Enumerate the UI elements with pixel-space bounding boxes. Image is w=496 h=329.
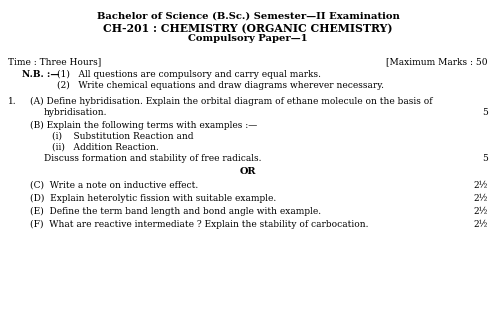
Text: (F)  What are reactive intermediate ? Explain the stability of carbocation.: (F) What are reactive intermediate ? Exp… [30,220,369,229]
Text: Discuss formation and stability of free radicals.: Discuss formation and stability of free … [44,154,261,163]
Text: (E)  Define the term band length and bond angle with example.: (E) Define the term band length and bond… [30,207,321,216]
Text: (B) Explain the following terms with examples :—: (B) Explain the following terms with exa… [30,121,257,130]
Text: (i)    Substitution Reaction and: (i) Substitution Reaction and [52,132,193,141]
Text: 2½: 2½ [474,194,488,203]
Text: hybridisation.: hybridisation. [44,108,108,117]
Text: N.B. :—: N.B. :— [22,70,60,79]
Text: (D)  Explain heterolytic fission with suitable example.: (D) Explain heterolytic fission with sui… [30,194,276,203]
Text: (ii)   Addition Reaction.: (ii) Addition Reaction. [52,143,159,152]
Text: (1)   All questions are compulsory and carry equal marks.: (1) All questions are compulsory and car… [57,70,321,79]
Text: CH-201 : CHEMISTRY (ORGANIC CHEMISTRY): CH-201 : CHEMISTRY (ORGANIC CHEMISTRY) [103,23,393,34]
Text: Compulsory Paper—1: Compulsory Paper—1 [188,34,308,43]
Text: 2½: 2½ [474,207,488,216]
Text: 2½: 2½ [474,220,488,229]
Text: 2½: 2½ [474,181,488,190]
Text: (A) Define hybridisation. Explain the orbital diagram of ethane molecule on the : (A) Define hybridisation. Explain the or… [30,97,433,106]
Text: 5: 5 [482,108,488,117]
Text: [Maximum Marks : 50: [Maximum Marks : 50 [386,57,488,66]
Text: Time : Three Hours]: Time : Three Hours] [8,57,101,66]
Text: 1.: 1. [8,97,17,106]
Text: Bachelor of Science (B.Sc.) Semester—II Examination: Bachelor of Science (B.Sc.) Semester—II … [97,12,399,21]
Text: (2)   Write chemical equations and draw diagrams wherever necessary.: (2) Write chemical equations and draw di… [57,81,384,90]
Text: (C)  Write a note on inductive effect.: (C) Write a note on inductive effect. [30,181,198,190]
Text: OR: OR [240,167,256,176]
Text: 5: 5 [482,154,488,163]
